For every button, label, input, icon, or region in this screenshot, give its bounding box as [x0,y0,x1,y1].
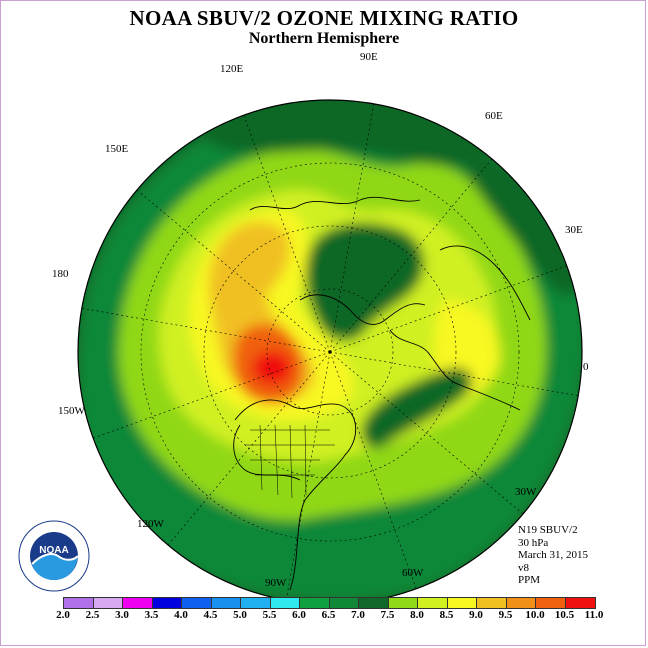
colorbar-swatch [477,598,507,608]
lon-label-30e: 30E [565,224,583,236]
version-label: v8 [518,561,529,574]
colorbar-tick-label: 4.5 [203,609,218,621]
meridian-line [93,351,331,439]
colorbar-swatch [536,598,566,608]
contour-6.5-east [466,150,582,295]
meridian-line [136,189,331,353]
logo-text: NOAA [39,545,68,556]
colorbar-tick-label: 9.0 [469,609,483,621]
lon-label-180: 180 [52,268,69,280]
colorbar-swatch [359,598,389,608]
colorbar-swatch [388,598,418,608]
contour-10.0 [252,351,292,385]
noaa-logo: NOAA [18,520,90,592]
colorbar-tick-label: 2.0 [56,609,70,621]
meridian-line [329,158,493,353]
lon-label-0: 0 [583,361,589,373]
colorbar-swatch [418,598,448,608]
colorbar-tick-label: 10.5 [554,609,575,621]
date-label: March 31, 2015 [518,549,588,561]
lon-label-120e: 120E [220,63,244,75]
meridian-line [329,351,417,589]
colorbar-tick-label: 2.5 [85,609,100,621]
lon-label-90e: 90E [360,51,378,63]
colorbar-tick-label: 3.0 [115,609,129,621]
colorbar-swatch [152,598,182,608]
colorbar-tick-label: 5.0 [233,609,247,621]
colorbar-swatch [123,598,153,608]
colorbar-swatch [506,598,536,608]
colorbar-swatch [300,598,330,608]
colorbar-swatch [270,598,300,608]
lon-label-60w: 60W [402,567,424,579]
colorbar-tick-label: 8.5 [439,609,454,621]
contour-6.5-trough [305,222,424,341]
colorbar-swatch [211,598,241,608]
lon-label-30w: 30W [515,486,537,498]
colorbar-swatch [241,598,271,608]
colorbar-tick-label: 7.0 [351,609,365,621]
contour-6.5-atlantic [361,368,473,449]
satellite-label: N19 SBUV/2 [518,524,578,536]
colorbar-tick-label: 7.5 [380,609,395,621]
meridian-line [329,351,524,515]
colorbar-tick-label: 5.5 [262,609,277,621]
meridian-line [243,115,331,353]
political-boundaries [245,424,335,499]
colorbar-tick-label: 3.5 [144,609,159,621]
meridian-line [329,265,567,353]
colorbar-tick-label: 9.5 [498,609,513,621]
lon-label-150e: 150E [105,143,129,155]
colorbar-tick-label: 11.0 [584,609,604,621]
colorbar-labels: 2.0 2.5 3.0 3.5 4.0 4.5 5.0 5.5 6.0 6.5 7.0 7.5 8.0 8… [56,609,603,623]
figure-subtitle: Northern Hemisphere [248,30,400,47]
figure-title: NOAA SBUV/2 OZONE MIXING RATIO [129,6,519,30]
colorbar-tick-label: 8.0 [410,609,424,621]
level-label: 30 hPa [518,536,549,549]
colorbar-swatch [93,598,123,608]
product-info: N19 SBUV/2 30 hPa March 31, 2015 v8 PPM [518,524,588,587]
colorbar-tick-label: 6.5 [321,609,336,621]
units-label: PPM [518,574,541,586]
lon-label-60e: 60E [485,110,503,122]
meridian-line [167,351,331,546]
colorbar [63,597,596,609]
colorbar-tick-label: 10.0 [525,609,545,621]
colorbar-swatch [447,598,477,608]
coastlines [233,196,531,591]
lon-label-90w: 90W [265,577,287,589]
colorbar-swatch [64,598,94,608]
meridian-line [285,351,331,601]
meridian-line [81,307,331,353]
colorbar-tick-label: 4.0 [174,609,188,621]
meridian-line [329,351,579,397]
meridian-line [329,103,375,353]
colorbar-swatch [329,598,359,608]
colorbar-swatch [565,598,595,608]
ozone-field [78,100,582,604]
colorbar-swatch [182,598,212,608]
graticule [81,103,579,601]
lon-label-150w: 150W [58,405,85,417]
colorbar-tick-label: 6.0 [292,609,306,621]
lon-label-120w: 120W [137,518,164,530]
